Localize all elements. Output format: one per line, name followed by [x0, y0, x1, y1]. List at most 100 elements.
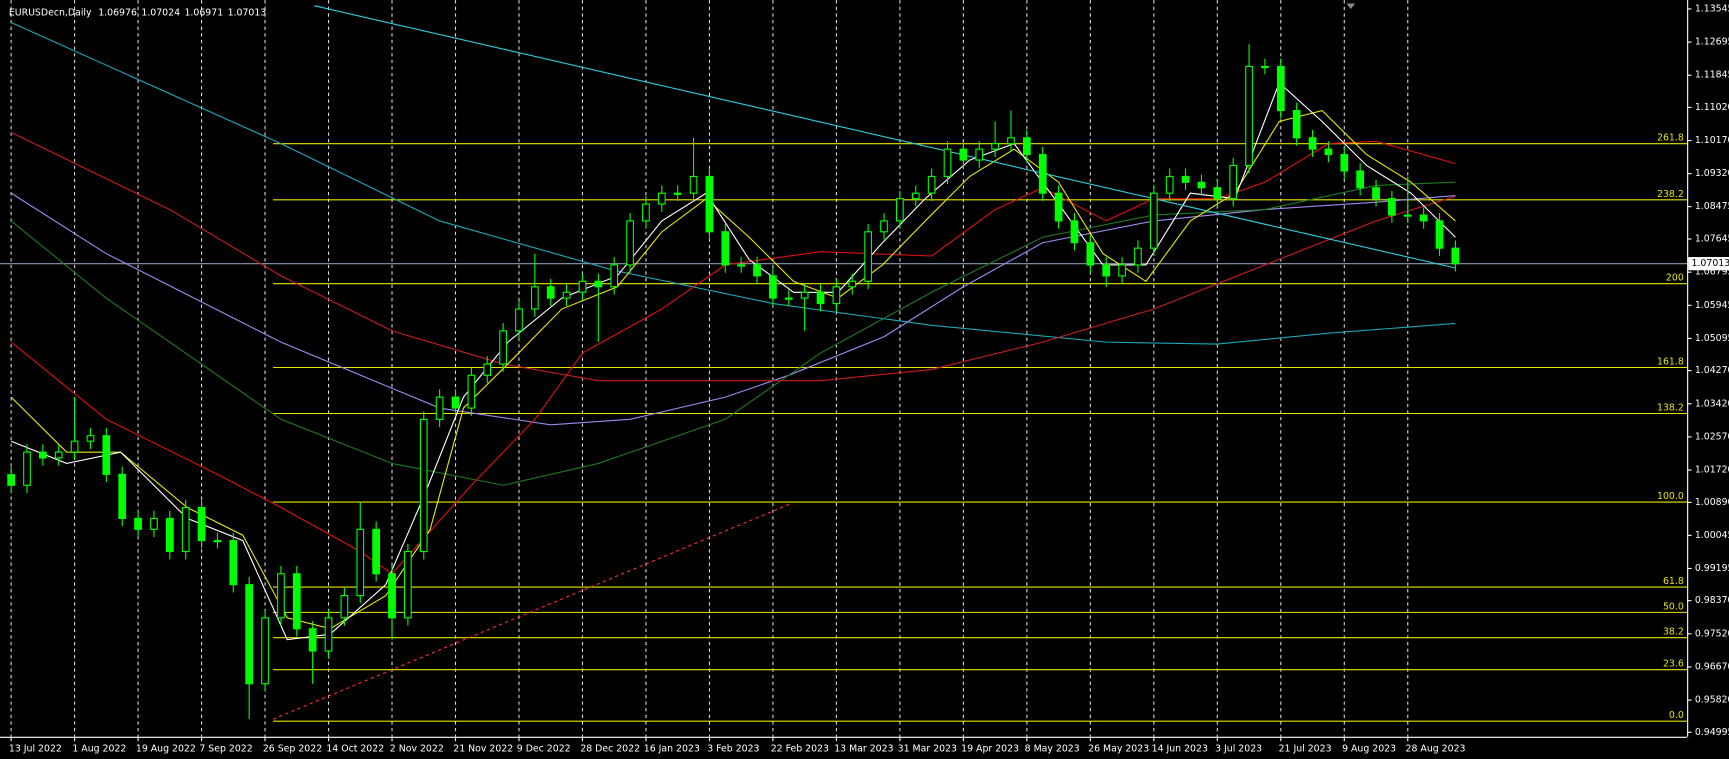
candle-body — [86, 435, 95, 442]
indicator-line — [10, 131, 1456, 382]
candle-body — [1292, 109, 1301, 139]
x-tick-label: 16 Jan 2023 — [644, 743, 700, 754]
candle-body — [1403, 214, 1412, 217]
x-tick-label: 9 Dec 2022 — [517, 743, 571, 754]
symbol: EURUSDecn,Daily — [9, 7, 92, 18]
candle-body — [1181, 175, 1190, 183]
ohlc-high: 1.07024 — [141, 7, 180, 18]
indicator-line — [272, 502, 793, 720]
shift-marker — [1346, 3, 1356, 9]
candle-body — [118, 473, 127, 519]
candle-body — [1213, 187, 1222, 200]
candle-body — [451, 396, 460, 409]
y-tick-label: 1.05945 — [1695, 300, 1729, 311]
x-tick-label: 3 Jul 2023 — [1215, 743, 1262, 754]
y-tick-label: 1.03420 — [1695, 398, 1729, 409]
x-tick-label: 31 Mar 2023 — [898, 743, 957, 754]
candle-body — [245, 584, 254, 685]
indicator-line — [10, 21, 1456, 345]
candle-body — [1340, 154, 1349, 172]
candle-body — [197, 506, 206, 542]
candle-body — [642, 203, 650, 222]
candle-body — [23, 451, 31, 486]
candle-body — [229, 540, 238, 586]
ohlc-close: 1.07013 — [228, 7, 267, 18]
x-tick-label: 22 Feb 2023 — [771, 743, 829, 754]
x-tick-label: 7 Sep 2022 — [199, 743, 252, 754]
plot-area: 261.8 238.2 200 161.8 138.2 100.0 61.8 50.0 38.2… — [0, 5, 1688, 722]
candle-body — [340, 595, 349, 619]
x-tick-label: 21 Nov 2022 — [453, 743, 513, 754]
candle-body — [784, 297, 793, 300]
candle-body — [277, 573, 285, 619]
candle-body — [1356, 170, 1365, 189]
candle-body — [896, 198, 904, 222]
candle-body — [1149, 192, 1158, 249]
candle-body — [1102, 264, 1111, 277]
x-tick-label: 3 Feb 2023 — [707, 743, 759, 754]
candle-body — [388, 573, 396, 619]
bid-label: 1.07013 — [1692, 258, 1729, 269]
candle-body — [261, 617, 269, 685]
candle-body — [1118, 264, 1126, 277]
candle-body — [292, 573, 301, 630]
candle-body — [1451, 247, 1460, 265]
candle-body — [864, 231, 873, 282]
x-tick-label: 26 May 2023 — [1088, 743, 1149, 754]
candle-body — [102, 435, 111, 475]
candle-body — [832, 286, 841, 305]
x-tick-label: 28 Aug 2023 — [1406, 743, 1466, 754]
candle-body — [943, 148, 952, 177]
x-tick-label: 14 Oct 2022 — [326, 743, 384, 754]
candle-body — [134, 517, 142, 530]
y-tick-label: 1.11845 — [1695, 70, 1729, 81]
candle-body — [737, 264, 746, 267]
candle-body — [1261, 65, 1269, 69]
y-tick-label: 1.08475 — [1695, 201, 1729, 212]
candle-body — [1007, 137, 1015, 145]
candle-body — [689, 175, 698, 194]
y-tick-label: 1.13545 — [1695, 3, 1729, 14]
candle-body — [673, 192, 682, 195]
y-tick-label: 0.99195 — [1695, 563, 1729, 574]
y-tick-label: 1.06795 — [1695, 267, 1729, 278]
candle-body — [530, 286, 539, 310]
candle-body — [1229, 164, 1238, 200]
candle-body — [1054, 192, 1063, 222]
y-tick-label: 1.00045 — [1695, 530, 1729, 541]
fib-label: 50.0 — [1663, 601, 1684, 612]
candle-body — [626, 220, 634, 266]
candle-body — [562, 291, 571, 299]
candle-body — [1388, 198, 1396, 216]
candle-body — [1023, 137, 1031, 156]
candle-body — [54, 451, 63, 459]
candle-body — [546, 286, 555, 299]
ohlc-low: 1.06971 — [184, 7, 223, 18]
x-tick-label: 13 Mar 2023 — [834, 743, 893, 754]
x-tick-label: 26 Sep 2022 — [263, 743, 322, 754]
candle-body — [1197, 181, 1206, 189]
y-tick-label: 1.02570 — [1695, 431, 1729, 442]
y-tick-label: 1.07645 — [1695, 234, 1729, 245]
candle-body — [1134, 247, 1142, 266]
x-tick-label: 28 Dec 2022 — [580, 743, 640, 754]
candle-body — [1308, 137, 1317, 150]
candle-body — [150, 517, 158, 530]
candle-body — [1245, 65, 1253, 167]
candle-body — [372, 528, 381, 575]
candle-body — [1324, 148, 1333, 156]
candle-body — [1419, 214, 1428, 222]
candle-body — [1165, 175, 1174, 194]
candle-body — [1086, 242, 1095, 266]
candle-body — [308, 628, 317, 652]
candle-body — [38, 451, 47, 459]
y-tick-label: 1.12695 — [1695, 37, 1729, 48]
x-tick-label: 13 Jul 2022 — [9, 743, 62, 754]
candle-body — [927, 175, 936, 194]
candle-body — [753, 264, 761, 277]
candle-body — [1435, 220, 1444, 249]
candle-body — [7, 474, 15, 486]
